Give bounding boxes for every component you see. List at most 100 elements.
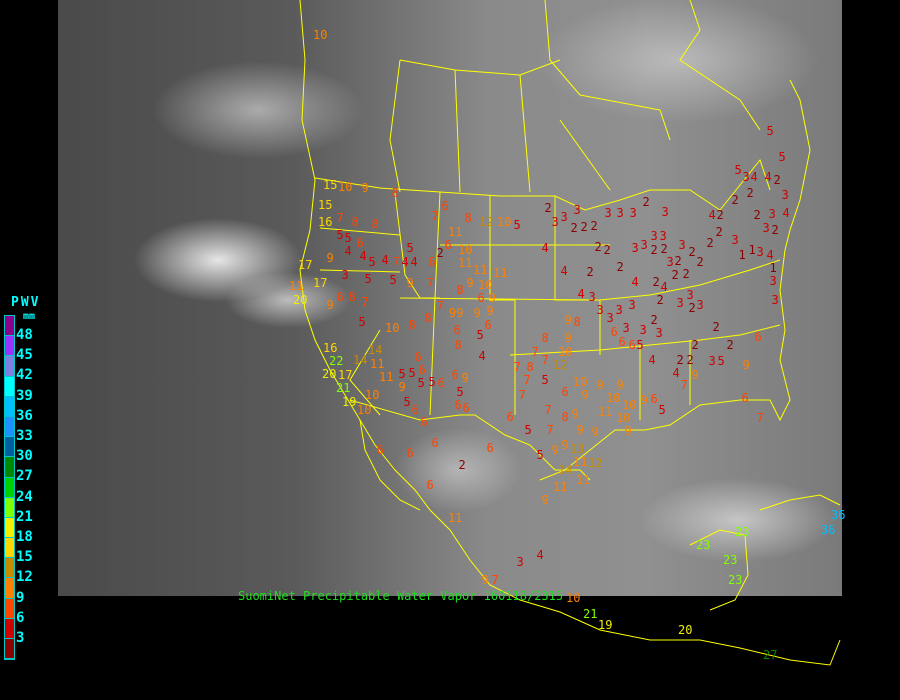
legend-swatch <box>5 316 14 337</box>
station-pwv-value: 9 <box>486 304 494 318</box>
station-pwv-value: 3 <box>622 321 630 335</box>
station-pwv-value: 6 <box>618 335 626 349</box>
station-pwv-value: 9 <box>581 388 589 402</box>
coastline-baja <box>359 419 421 511</box>
station-pwv-value: 5 <box>778 150 786 164</box>
station-pwv-value: 9 <box>398 380 406 394</box>
legend-swatch <box>5 396 14 417</box>
station-pwv-value: 2 <box>616 260 624 274</box>
station-pwv-value: 12 <box>553 358 568 372</box>
station-pwv-value: 10 <box>385 321 400 335</box>
station-pwv-value: 8 <box>456 283 464 297</box>
legend-swatch <box>5 618 14 639</box>
station-pwv-value: 9 <box>551 443 559 457</box>
station-pwv-value: 8 <box>371 217 379 231</box>
station-pwv-value: 7 <box>531 345 539 359</box>
station-pwv-value: 6 <box>437 376 445 390</box>
legend-swatch <box>5 457 14 478</box>
station-pwv-value: 3 <box>686 288 694 302</box>
station-pwv-value: 3 <box>659 229 667 243</box>
station-pwv-value: 3 <box>516 555 524 569</box>
station-pwv-value: 2 <box>436 246 444 260</box>
station-pwv-value: 19 <box>342 395 357 409</box>
station-pwv-value: 99 <box>449 306 464 320</box>
station-pwv-value: 3 <box>551 215 559 229</box>
station-pwv-value: 6 <box>418 363 426 377</box>
station-pwv-value: 2 <box>731 193 739 207</box>
station-pwv-value: 10 <box>558 345 573 359</box>
station-pwv-value: 15 <box>318 198 333 212</box>
station-pwv-value: 6 <box>477 291 485 305</box>
station-pwv-value: 1 <box>738 248 746 262</box>
station-pwv-value: 2 <box>594 240 602 254</box>
station-pwv-value: 7 <box>544 403 552 417</box>
station-pwv-value: 23 <box>728 573 743 587</box>
station-pwv-value: 10 <box>458 243 473 257</box>
station-pwv-value: 9 <box>481 573 489 587</box>
station-pwv-value: 6 <box>486 441 494 455</box>
station-pwv-value: 2 <box>696 255 704 269</box>
station-pwv-value: 5 <box>398 367 406 381</box>
station-pwv-value: 5 <box>636 338 644 352</box>
station-pwv-value: 3 <box>640 238 648 252</box>
legend-tick-label: 9 <box>16 589 25 606</box>
station-pwv-value: 2 <box>656 293 664 307</box>
station-pwv-value: 5 <box>658 403 666 417</box>
station-pwv-value: 6 <box>628 338 636 352</box>
station-pwv-value: 3 <box>676 296 684 310</box>
legend-tick-label: 27 <box>16 468 33 485</box>
station-pwv-value: 3 <box>588 290 596 304</box>
station-pwv-value: 12 <box>588 456 603 470</box>
legend-tick-label: 24 <box>16 488 33 505</box>
station-pwv-value: 9 <box>466 276 474 290</box>
station-pwv-value: 8 <box>348 290 356 304</box>
station-pwv-value: 16 <box>323 341 338 355</box>
station-pwv-value: 5 <box>368 255 376 269</box>
station-pwv-value: 11 <box>448 225 463 239</box>
station-pwv-value: 3 <box>596 303 604 317</box>
station-pwv-value: 7 <box>756 411 764 425</box>
station-pwv-value: 4 <box>577 287 585 301</box>
station-pwv-value: 6 <box>610 325 618 339</box>
legend-unit: mm <box>23 311 36 322</box>
station-pwv-value: 2 <box>652 275 660 289</box>
station-pwv-value: 8 <box>561 410 569 424</box>
station-pwv-value: 7 <box>680 378 688 392</box>
station-pwv-value: 6 <box>376 443 384 457</box>
legend-tick-label: 33 <box>16 428 33 444</box>
station-pwv-value: 3 <box>762 221 770 235</box>
station-pwv-value: 5 <box>344 231 352 245</box>
station-pwv-value: 6 <box>336 290 344 304</box>
station-pwv-value: 15 <box>323 178 338 192</box>
station-pwv-value: 11 <box>553 480 568 494</box>
station-pwv-value: 10 <box>497 215 512 229</box>
station-pwv-value: 10 <box>566 591 581 605</box>
station-pwv-value: 3 <box>661 205 669 219</box>
station-pwv-value: 7 <box>431 209 439 223</box>
station-pwv-value: 3 <box>573 203 581 217</box>
station-pwv-value: 2 <box>716 208 724 222</box>
station-pwv-value: 16 <box>318 215 333 229</box>
station-pwv-value: 9 <box>541 493 549 507</box>
legend-swatch <box>5 639 14 660</box>
station-pwv-value: 9 <box>406 276 414 290</box>
legend-swatch <box>5 416 14 438</box>
station-pwv-value: 2 <box>580 220 588 234</box>
station-pwv-value: 20 <box>678 623 693 637</box>
station-pwv-value: 20 <box>322 367 337 381</box>
station-pwv-value: 5 <box>513 218 521 232</box>
station-pwv-value: 4 <box>560 264 568 278</box>
station-pwv-value: 10 <box>338 180 353 194</box>
station-pwv-value: 27 <box>763 648 778 662</box>
station-pwv-value: 7 <box>541 353 549 367</box>
station-pwv-value: 4 <box>344 244 352 258</box>
station-pwv-value: 4 <box>536 548 544 562</box>
station-pwv-value: 2 <box>682 267 690 281</box>
station-pwv-value: 9 <box>488 291 496 305</box>
station-pwv-value: 12 <box>479 215 494 229</box>
station-pwv-value: 7 <box>491 573 499 587</box>
station-pwv-value: 2 <box>726 338 734 352</box>
legend-swatch <box>5 578 14 599</box>
legend-tick-label: 15 <box>16 549 33 566</box>
station-pwv-value: 2 <box>676 353 684 367</box>
